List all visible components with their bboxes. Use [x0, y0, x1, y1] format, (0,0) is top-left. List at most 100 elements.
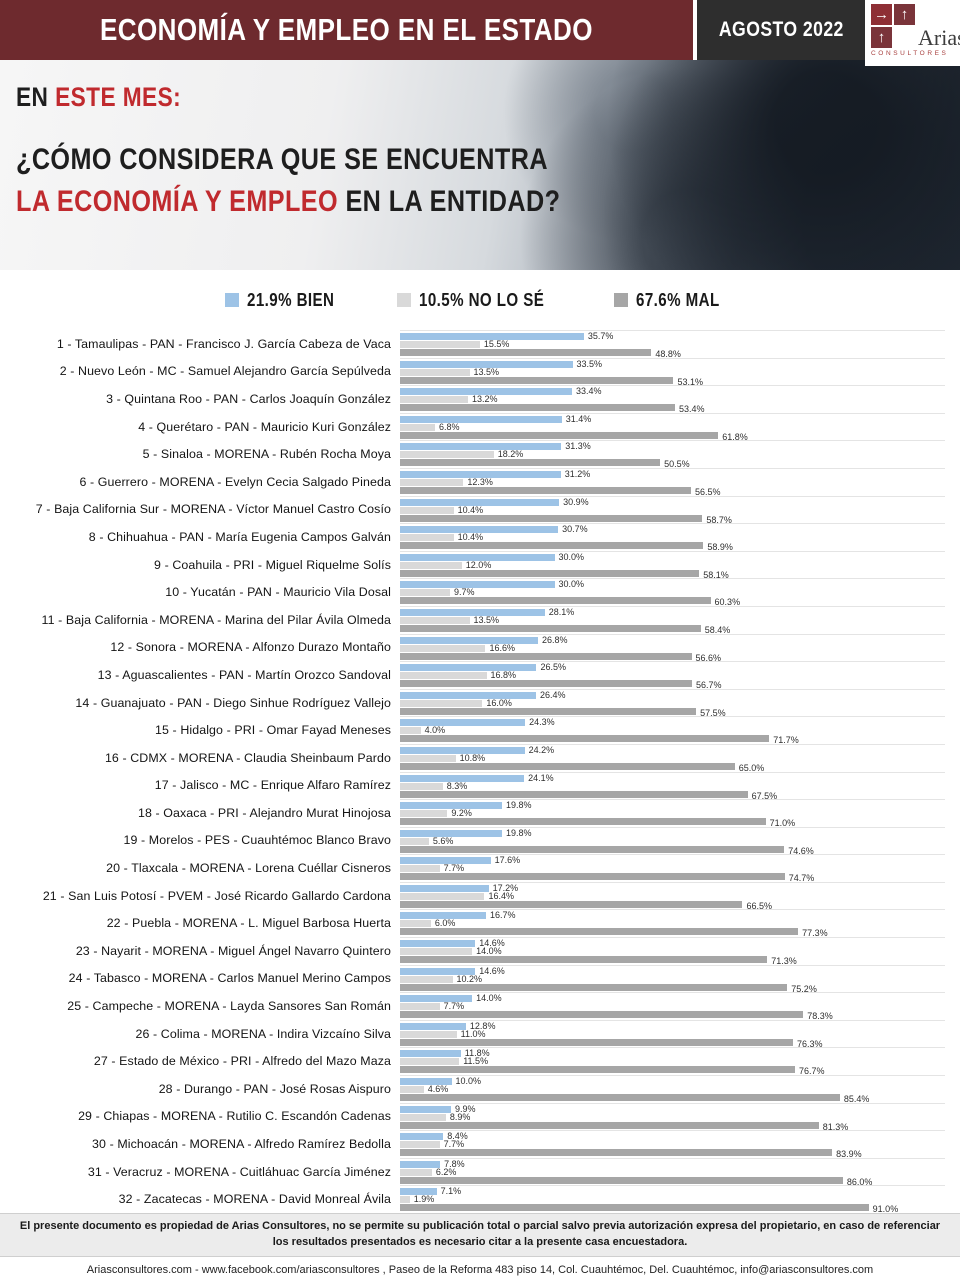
bar-track-mal: 53.4%: [400, 404, 945, 414]
value-label-no_lo_se: 12.3%: [464, 477, 496, 487]
bar-track-bien: 7.8%: [400, 1158, 945, 1169]
bar-track-bien: 7.1%: [400, 1187, 945, 1196]
bar-mal: [400, 1011, 804, 1019]
bar-group: 31.3% 18.2% 50.5%: [400, 440, 945, 470]
bar-track-no_lo_se: 16.6%: [400, 643, 945, 653]
bar-track-no_lo_se: 9.7%: [400, 588, 945, 598]
value-label-no_lo_se: 18.2%: [494, 450, 527, 460]
value-label-no_lo_se: 13.5%: [470, 367, 503, 377]
chart-row: 22 - Puebla - MORENA - L. Miguel Barbosa…: [0, 909, 945, 939]
hero-question: EN ESTE MES: ¿CÓMO CONSIDERA QUE SE ENCU…: [16, 82, 664, 227]
value-label-no_lo_se: 4.6%: [424, 1085, 452, 1095]
value-label-no_lo_se: 7.7%: [440, 1002, 468, 1012]
state-label: 31 - Veracruz - MORENA - Cuitláhuac Garc…: [87, 1164, 391, 1179]
bar-no_lo_se: [400, 1003, 440, 1011]
state-label: 9 - Coahuila - PRI - Miguel Riquelme Sol…: [154, 557, 391, 572]
bar-mal: [400, 1066, 796, 1074]
bar-mal: [400, 431, 719, 439]
bar-mal: [400, 597, 711, 605]
legend-swatch-nolose-icon: [396, 293, 411, 307]
bar-group: 28.1% 13.5% 58.4%: [400, 605, 945, 634]
value-label-bien: 31.2%: [564, 468, 591, 479]
state-label: 13 - Aguascalientes - PAN - Martín Orozc…: [97, 667, 391, 682]
bar-mal: [400, 1149, 833, 1157]
bar-bien: [400, 940, 476, 948]
legend-area: 21.9% BIEN 10.5% NO LO SÉ 67.6% MAL: [0, 270, 960, 330]
value-label-no_lo_se: 7.7%: [440, 1140, 468, 1150]
value-label-no_lo_se: 9.7%: [450, 588, 478, 598]
arias-logo: → ↑ Arias ↑ CONSULTORES: [865, 0, 960, 66]
value-label-bien: 14.6%: [479, 965, 505, 976]
bar-track-bien: 24.1%: [400, 772, 945, 783]
bar-track-bien: 26.5%: [400, 662, 945, 673]
bar-track-bien: 19.8%: [400, 801, 945, 810]
chart-row: 13 - Aguascalientes - PAN - Martín Orozc…: [0, 661, 945, 690]
bar-no_lo_se: [400, 1141, 440, 1149]
bar-track-bien: 9.9%: [400, 1104, 945, 1113]
bar-track-mal: 57.5%: [400, 707, 945, 717]
bar-track-no_lo_se: 6.0%: [400, 919, 945, 929]
bar-track-mal: 65.0%: [400, 762, 945, 772]
state-label: 10 - Yucatán - PAN - Mauricio Vila Dosal: [165, 585, 391, 600]
hero-line1-accent: ESTE MES:: [55, 82, 182, 112]
state-label: 17 - Jalisco - MC - Enrique Alfaro Ramír…: [154, 778, 391, 793]
state-label: 16 - CDMX - MORENA - Claudia Sheinbaum P…: [104, 750, 391, 765]
legend-swatch-mal-icon: [613, 293, 628, 307]
state-label: 15 - Hidalgo - PRI - Omar Fayad Meneses: [155, 723, 391, 738]
chart-row: 27 - Estado de México - PRI - Alfredo de…: [0, 1047, 945, 1076]
bar-track-mal: 66.5%: [400, 900, 945, 910]
bar-bien: [400, 360, 573, 368]
value-label-mal: 58.7%: [706, 514, 732, 525]
bar-track-no_lo_se: 8.3%: [400, 781, 945, 791]
value-label-mal: 50.5%: [664, 459, 690, 470]
bar-track-no_lo_se: 4.0%: [400, 726, 945, 736]
value-label-mal: 77.3%: [802, 928, 828, 939]
value-label-bien: 26.5%: [540, 662, 566, 673]
bar-group: 30.0% 9.7% 60.3%: [400, 578, 945, 608]
bar-track-no_lo_se: 9.2%: [400, 809, 945, 819]
bar-track-bien: 33.5%: [400, 358, 945, 369]
chart-row: 18 - Oaxaca - PRI - Alejandro Murat Hino…: [0, 799, 945, 828]
bar-track-mal: 58.7%: [400, 514, 945, 525]
chart-row: 20 - Tlaxcala - MORENA - Lorena Cuéllar …: [0, 854, 945, 883]
state-label: 23 - Nayarit - MORENA - Miguel Ángel Nav…: [75, 943, 391, 958]
bar-track-no_lo_se: 7.7%: [400, 1140, 945, 1150]
bar-mal: [400, 1176, 843, 1184]
value-label-mal: 60.3%: [714, 597, 741, 608]
value-label-bien: 24.1%: [528, 772, 554, 783]
value-label-bien: 14.6%: [479, 938, 505, 949]
bar-track-no_lo_se: 10.2%: [400, 974, 945, 984]
bar-group: 19.8% 5.6% 74.6%: [400, 826, 945, 855]
chart-row: 6 - Guerrero - MORENA - Evelyn Cecia Sal…: [0, 467, 945, 496]
value-label-no_lo_se: 13.5%: [470, 615, 503, 625]
value-label-no_lo_se: 11.5%: [460, 1057, 492, 1067]
bar-track-bien: 35.7%: [400, 332, 945, 341]
bar-mal: [400, 735, 770, 743]
bar-mal: [400, 486, 691, 494]
value-label-no_lo_se: 10.8%: [456, 753, 489, 763]
bar-bien: [400, 553, 555, 561]
bar-bien: [400, 884, 489, 892]
value-label-bien: 7.8%: [444, 1158, 465, 1169]
bar-track-bien: 14.6%: [400, 938, 945, 949]
bar-group: 26.4% 16.0% 57.5%: [400, 688, 945, 717]
bar-bien: [400, 995, 473, 1003]
bar-no_lo_se: [400, 506, 454, 514]
value-label-no_lo_se: 12.0%: [462, 560, 495, 570]
chart-row: 15 - Hidalgo - PRI - Omar Fayad Meneses 2…: [0, 716, 945, 745]
value-label-bien: 33.5%: [576, 358, 603, 369]
value-label-mal: 85.4%: [843, 1094, 870, 1105]
bar-track-bien: 31.2%: [400, 468, 945, 479]
bar-track-mal: 61.8%: [400, 431, 945, 441]
bar-track-mal: 58.9%: [400, 542, 945, 552]
bar-track-no_lo_se: 15.5%: [400, 340, 945, 349]
bar-bien: [400, 1105, 451, 1113]
state-label: 3 - Quintana Roo - PAN - Carlos Joaquín …: [106, 391, 391, 406]
chart-row: 1 - Tamaulipas - PAN - Francisco J. Garc…: [0, 330, 945, 359]
chart-row: 28 - Durango - PAN - José Rosas Aispuro 1…: [0, 1075, 945, 1105]
bar-track-mal: 74.6%: [400, 845, 945, 855]
chart-row: 26 - Colima - MORENA - Indira Vizcaíno S…: [0, 1019, 945, 1048]
hero-line1-prefix: EN: [16, 82, 56, 112]
bar-mal: [400, 680, 693, 688]
bar-track-mal: 71.7%: [400, 735, 945, 745]
